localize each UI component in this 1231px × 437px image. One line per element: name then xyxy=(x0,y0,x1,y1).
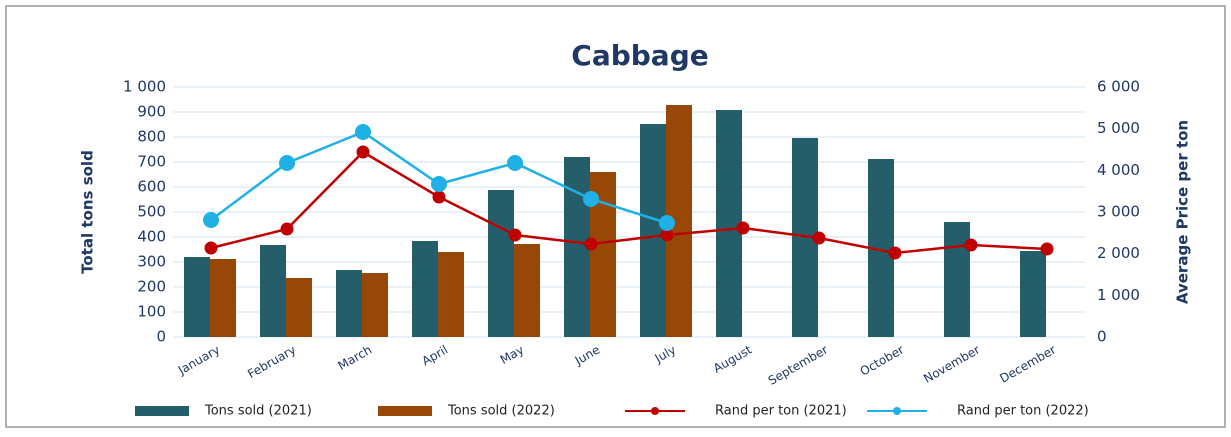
y-tick-label: 0 xyxy=(156,328,166,346)
y2-tick-label: 5 000 xyxy=(1097,119,1140,137)
x-tick-label: September xyxy=(766,342,830,387)
x-tick-label: May xyxy=(498,343,526,368)
y2-tick-label: 2 000 xyxy=(1097,244,1140,262)
line-point xyxy=(1040,242,1054,256)
bar xyxy=(438,252,464,337)
line-point xyxy=(659,215,675,231)
bar xyxy=(412,241,438,337)
y-tick-label: 500 xyxy=(137,203,166,221)
x-tick-label: August xyxy=(711,342,755,375)
x-tick-label: June xyxy=(572,343,603,369)
bar xyxy=(640,124,666,337)
y2-tick-label: 3 000 xyxy=(1097,203,1140,221)
line-point xyxy=(508,228,522,242)
bar xyxy=(1020,251,1046,337)
legend-swatch xyxy=(135,406,189,416)
bar xyxy=(210,259,236,337)
y2-tick-label: 0 xyxy=(1097,328,1107,346)
legend-swatch xyxy=(651,407,659,415)
y2-axis-label: Average Price per ton xyxy=(1174,120,1192,304)
y-tick-label: 100 xyxy=(137,303,166,321)
y-tick-label: 400 xyxy=(137,228,166,246)
line-point xyxy=(964,238,978,252)
bar xyxy=(260,245,286,337)
line xyxy=(210,150,1048,255)
line-point xyxy=(279,155,295,171)
x-tick-label: December xyxy=(997,342,1058,385)
y-tick-label: 700 xyxy=(137,153,166,171)
y-tick-label: 300 xyxy=(137,253,166,271)
line-point xyxy=(812,231,826,245)
x-tick-label: January xyxy=(175,343,222,378)
y-tick-label: 800 xyxy=(137,128,166,146)
line-point xyxy=(507,155,523,171)
line-point xyxy=(203,212,219,228)
legend-swatch xyxy=(378,406,432,416)
x-tick-label: April xyxy=(419,343,450,369)
line-point xyxy=(584,237,598,251)
bar xyxy=(184,257,210,337)
line-point xyxy=(355,124,371,140)
line-point xyxy=(431,176,447,192)
bar xyxy=(514,244,540,337)
line-point xyxy=(583,191,599,207)
bar xyxy=(336,270,362,337)
y2-tick-label: 1 000 xyxy=(1097,286,1140,304)
y-tick-label: 1 000 xyxy=(123,78,166,96)
line-point xyxy=(736,221,750,235)
legend-label: Tons sold (2022) xyxy=(447,404,555,419)
y-tick-label: 900 xyxy=(137,103,166,121)
legend-label: Tons sold (2021) xyxy=(204,404,312,419)
line-point xyxy=(660,228,674,242)
bar xyxy=(944,222,970,337)
line-point xyxy=(356,145,370,159)
x-tick-label: November xyxy=(921,342,982,385)
bar xyxy=(716,110,742,337)
line-point xyxy=(432,190,446,204)
chart-title: Cabbage xyxy=(571,39,708,72)
x-tick-label: July xyxy=(652,343,679,366)
frame xyxy=(5,5,1226,428)
legend-label: Rand per ton (2022) xyxy=(957,404,1089,419)
legend-label: Rand per ton (2021) xyxy=(715,404,847,419)
line-point xyxy=(204,241,218,255)
legend-swatch xyxy=(893,407,901,415)
bar xyxy=(286,278,312,337)
y2-tick-label: 4 000 xyxy=(1097,161,1140,179)
y2-tick-label: 6 000 xyxy=(1097,78,1140,96)
y-axis-label: Total tons sold xyxy=(79,150,97,274)
y-tick-label: 200 xyxy=(137,278,166,296)
x-tick-label: October xyxy=(858,342,907,378)
bar xyxy=(488,190,514,337)
x-tick-label: February xyxy=(245,343,298,382)
y-tick-label: 600 xyxy=(137,178,166,196)
bar xyxy=(362,273,388,337)
line-point xyxy=(888,246,902,260)
line-point xyxy=(280,222,294,236)
x-tick-label: March xyxy=(336,343,375,373)
